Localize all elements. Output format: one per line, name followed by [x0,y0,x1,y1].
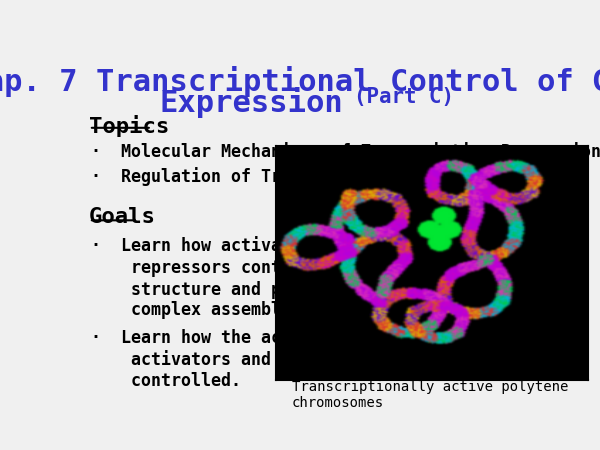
Text: controlled.: controlled. [91,372,241,390]
Text: Transcriptionally active polytene
chromosomes: Transcriptionally active polytene chromo… [292,380,568,410]
Text: ·  Regulation of Transcription Factor Activity: · Regulation of Transcription Factor Act… [91,166,551,185]
Text: complex assembly.: complex assembly. [91,301,301,319]
Text: (Part C): (Part C) [354,87,454,107]
Text: structure and pre-initiation: structure and pre-initiation [91,279,411,298]
Text: ·  Learn how activators &: · Learn how activators & [91,237,341,255]
Text: ·  Learn how the activities of: · Learn how the activities of [91,329,391,347]
Text: repressors control chromatin: repressors control chromatin [91,258,411,277]
Text: ·  Molecular Mechanisms of Transcription Repression and Activation: · Molecular Mechanisms of Transcription … [91,142,600,161]
Text: activators and repressors are: activators and repressors are [91,350,421,369]
Text: Expression: Expression [160,87,344,118]
Text: Goals: Goals [89,207,156,227]
Text: Topics: Topics [89,115,169,137]
Text: Chap. 7 Transcriptional Control of Gene: Chap. 7 Transcriptional Control of Gene [0,66,600,97]
